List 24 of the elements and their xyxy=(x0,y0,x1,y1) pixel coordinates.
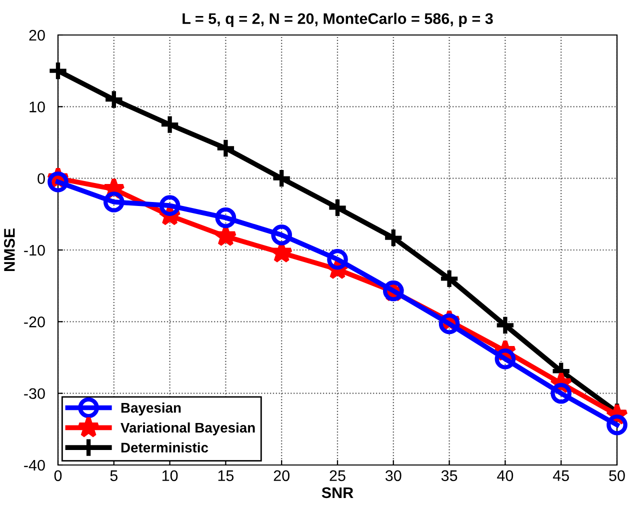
legend-label: Bayesian xyxy=(121,402,181,416)
x-tick-label: 0 xyxy=(54,470,62,482)
x-tick-label: 45 xyxy=(552,470,569,482)
x-tick-label: 25 xyxy=(330,470,346,482)
y-tick-label: -20 xyxy=(24,316,45,328)
legend-label: Deterministic xyxy=(121,442,208,453)
y-tick-label: 20 xyxy=(29,30,45,41)
x-tick-label: 20 xyxy=(274,470,290,482)
x-tick-label: 5 xyxy=(110,470,118,482)
x-axis-title: SNR xyxy=(322,487,354,498)
x-tick-label: 50 xyxy=(609,470,625,482)
y-tick-label: 0 xyxy=(38,173,45,184)
x-tick-label: 40 xyxy=(497,470,514,482)
x-tick-label: 35 xyxy=(441,470,458,482)
chart-title: L = 5, q = 2, N = 20, MonteCarlo = 586, p = 3 xyxy=(182,12,493,28)
x-tick-label: 15 xyxy=(218,470,234,482)
y-tick-label: -30 xyxy=(24,388,45,400)
y-tick-label: 10 xyxy=(30,102,45,112)
y-tick-label: -10 xyxy=(24,244,45,256)
legend-label: Variational Bayesian xyxy=(120,422,255,436)
y-axis-title: NMSE xyxy=(4,228,15,272)
y-tick-label: -40 xyxy=(24,460,45,471)
x-tick-label: 10 xyxy=(162,470,178,482)
x-tick-label: 30 xyxy=(385,470,402,482)
